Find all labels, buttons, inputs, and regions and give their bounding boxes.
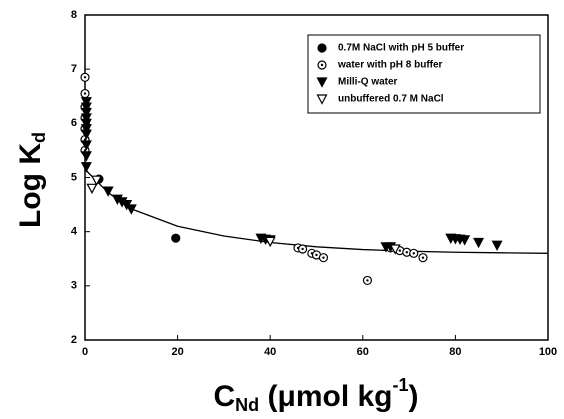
y-axis-label: Log Kd	[14, 132, 49, 228]
point	[409, 248, 419, 258]
point	[491, 240, 503, 251]
legend-box	[307, 34, 541, 114]
y-tick-label: 7	[71, 63, 77, 75]
x-tick-label: 40	[264, 346, 276, 358]
point	[80, 107, 92, 119]
point	[80, 113, 92, 124]
point	[317, 43, 327, 53]
marker-dot	[83, 92, 87, 95]
marker-dot	[412, 252, 415, 255]
y-label-part: Log K	[14, 143, 47, 228]
y-tick-label: 6	[71, 117, 77, 129]
point	[317, 60, 327, 70]
legend-label: Milli-Q water	[338, 77, 398, 88]
x-tick-label: 0	[82, 346, 88, 358]
point	[80, 162, 92, 173]
marker-dot	[398, 249, 402, 252]
marker-dot	[366, 279, 369, 282]
point	[80, 118, 92, 130]
marker-dot	[405, 251, 408, 254]
y-tick-label: 8	[71, 9, 77, 21]
legend-label: water with pH 8 buffer	[337, 60, 443, 71]
point	[473, 237, 485, 249]
point	[102, 186, 114, 197]
point	[91, 175, 103, 186]
x-label-part: (μmol kg	[259, 380, 392, 413]
point	[80, 140, 92, 151]
point	[298, 244, 308, 254]
point	[459, 235, 471, 246]
point	[80, 97, 92, 108]
point	[316, 77, 328, 88]
marker-dot	[83, 138, 87, 141]
marker-dot	[320, 63, 324, 67]
legend-label: 0.7M NaCl with pH 5 buffer	[338, 43, 464, 54]
marker-dot	[83, 149, 87, 152]
x-tick-label: 60	[357, 346, 369, 358]
point	[311, 250, 322, 260]
marker	[171, 233, 181, 243]
y-label-sub: d	[29, 132, 49, 143]
point	[316, 94, 328, 105]
marker	[317, 43, 327, 53]
y-tick-label: 5	[71, 171, 77, 183]
y-tick-label: 4	[71, 226, 78, 238]
point	[80, 129, 92, 140]
x-label-part: C	[213, 380, 235, 413]
point	[80, 88, 90, 99]
x-tick-label: 20	[171, 346, 183, 358]
marker-dot	[322, 256, 325, 259]
point	[418, 253, 428, 263]
x-label-part: )	[409, 380, 419, 413]
x-label-sub: Nd	[235, 395, 259, 415]
point	[80, 124, 92, 135]
point	[80, 151, 92, 162]
point	[318, 253, 329, 263]
x-label-sup: -1	[393, 375, 409, 395]
marker-dot	[301, 247, 304, 251]
x-tick-label: 100	[539, 346, 557, 358]
point	[171, 233, 181, 243]
marker-dot	[315, 253, 318, 257]
point	[80, 72, 90, 82]
point	[86, 183, 98, 195]
point	[362, 275, 373, 286]
y-tick-label: 3	[71, 280, 77, 292]
marker-dot	[421, 256, 425, 259]
point	[264, 236, 276, 248]
legend-label: unbuffered 0.7 M NaCl	[338, 94, 444, 105]
marker-dot	[83, 76, 87, 79]
y-tick-label: 2	[71, 334, 77, 346]
point	[125, 204, 137, 215]
x-tick-label: 80	[449, 346, 461, 358]
point	[389, 244, 401, 255]
point	[80, 102, 92, 113]
x-axis-label: CNd (μmol kg-1)	[213, 375, 418, 415]
